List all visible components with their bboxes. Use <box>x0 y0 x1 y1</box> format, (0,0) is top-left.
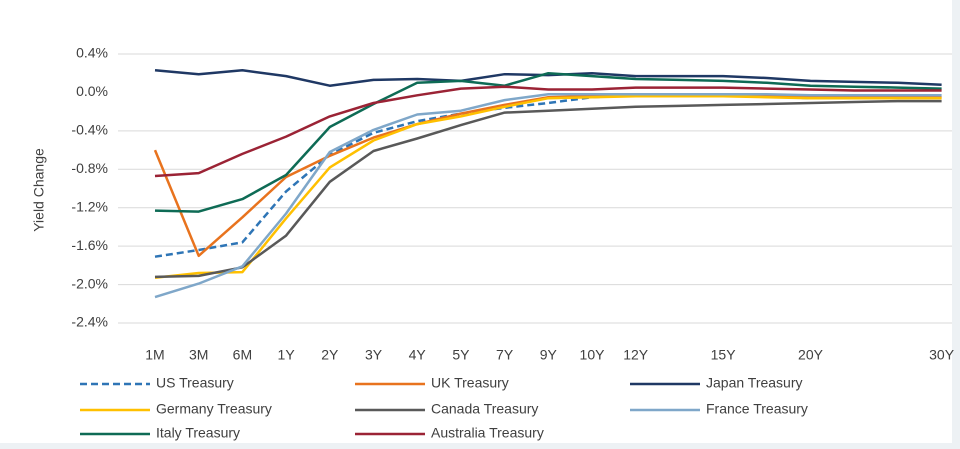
y-axis-label: Yield Change <box>31 148 47 232</box>
series-line <box>154 85 942 178</box>
y-tick-label: -2.0% <box>71 275 108 291</box>
y-tick-label: -2.4% <box>71 314 108 330</box>
y-tick-label: -1.6% <box>71 237 108 253</box>
x-tick-label: 2Y <box>321 347 339 363</box>
legend-label: Canada Treasury <box>431 401 538 417</box>
x-tick-label: 7Y <box>496 347 514 363</box>
legend-label: UK Treasury <box>431 375 509 391</box>
x-tick-label: 10Y <box>580 347 606 363</box>
y-tick-label: -1.2% <box>71 198 108 214</box>
x-tick-label: 12Y <box>623 347 649 363</box>
plot-background <box>0 0 952 443</box>
x-tick-label: 1Y <box>278 347 296 363</box>
y-tick-label: -0.8% <box>71 160 108 176</box>
x-tick-label: 5Y <box>452 347 470 363</box>
series-line <box>154 71 942 213</box>
legend-label: Germany Treasury <box>156 401 272 417</box>
series-line <box>154 69 942 87</box>
x-tick-label: 6M <box>233 347 252 363</box>
legend-label: France Treasury <box>706 401 808 417</box>
x-tick-label: 15Y <box>711 347 737 363</box>
x-tick-label: 4Y <box>409 347 427 363</box>
legend-label: Australia Treasury <box>431 425 544 441</box>
x-tick-label: 3M <box>189 347 208 363</box>
y-tick-label: -0.4% <box>71 122 108 138</box>
x-tick-label: 20Y <box>798 347 824 363</box>
series-line <box>154 95 942 280</box>
x-tick-label: 9Y <box>540 347 558 363</box>
legend-label: US Treasury <box>156 375 234 391</box>
y-tick-label: 0.4% <box>76 45 108 61</box>
y-tick-label: 0.0% <box>76 83 108 99</box>
series-line <box>154 93 942 299</box>
x-tick-label: 3Y <box>365 347 383 363</box>
legend-label: Japan Treasury <box>706 375 803 391</box>
series-line <box>154 99 942 279</box>
legend-label: Italy Treasury <box>156 425 240 441</box>
x-tick-label: 30Y <box>929 347 955 363</box>
series-line <box>154 94 942 258</box>
x-tick-label: 1M <box>145 347 164 363</box>
